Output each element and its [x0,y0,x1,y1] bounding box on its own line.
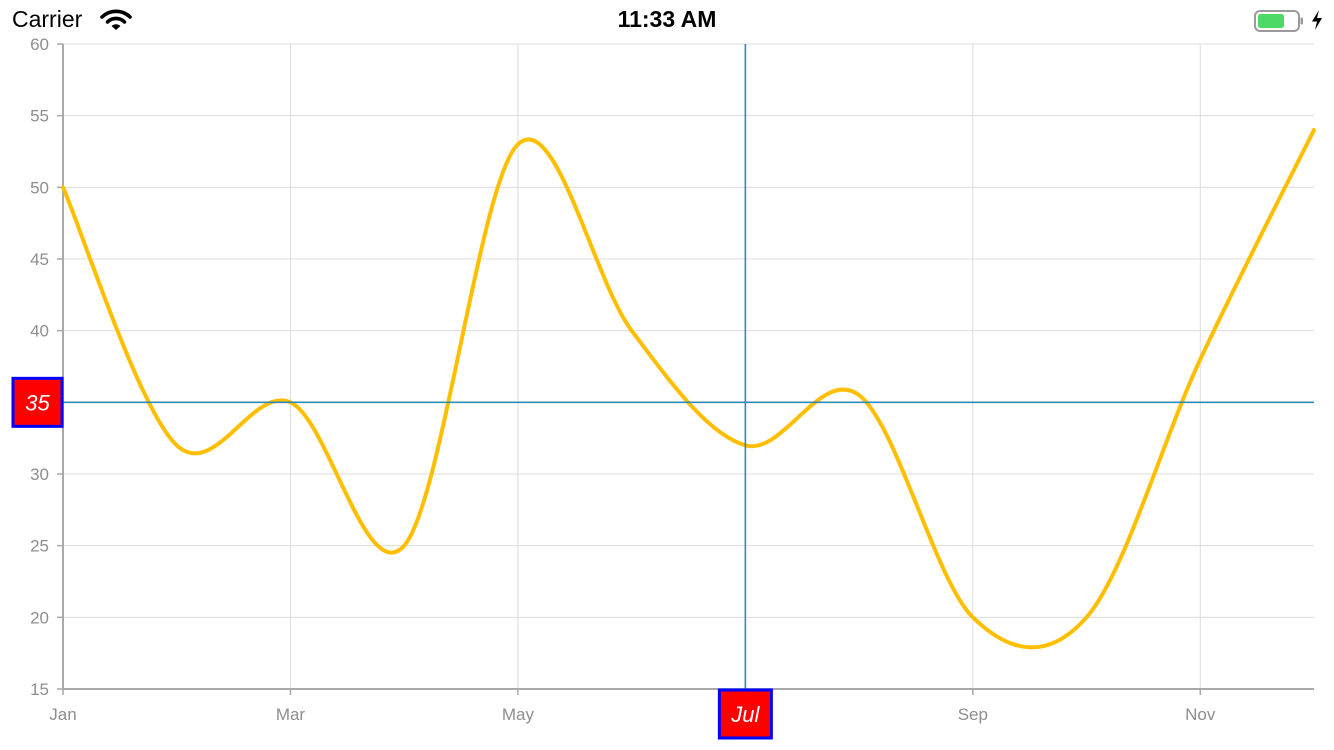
x-tick-label: Mar [276,705,306,724]
y-tick-label: 40 [30,322,49,341]
y-tick-label: 15 [30,680,49,699]
wifi-icon [100,9,132,30]
status-time: 11:33 AM [617,6,717,32]
trackball[interactable]: 35 Jul [11,44,1314,740]
y-tick-label: 50 [30,178,49,197]
series-line [61,128,1316,650]
series-layer [61,128,1316,650]
trackball-y-label-box [11,376,64,428]
x-tick-label: Jan [49,705,76,724]
trackball-y-label: 35 [25,390,50,415]
y-tick-label: 45 [30,250,49,269]
x-tick-label: Sep [958,705,988,724]
charging-bolt-icon [1312,10,1322,30]
x-tick-label: Nov [1185,705,1216,724]
x-tick-label: May [502,705,535,724]
trackball-x-label-box [717,688,773,740]
trackball-x-label: Jul [730,702,760,727]
axes: 15202530354045505560JanMarMaySepNov [30,35,1314,724]
y-tick-label: 20 [30,608,49,627]
carrier-label: Carrier [12,6,83,32]
status-bar: Carrier 11:33 AM [0,0,1334,40]
y-tick-label: 30 [30,465,49,484]
y-tick-label: 60 [30,35,49,54]
grid-lines [63,43,1314,689]
y-tick-label: 25 [30,537,49,556]
y-tick-label: 55 [30,107,49,126]
battery-icon [1254,10,1303,32]
